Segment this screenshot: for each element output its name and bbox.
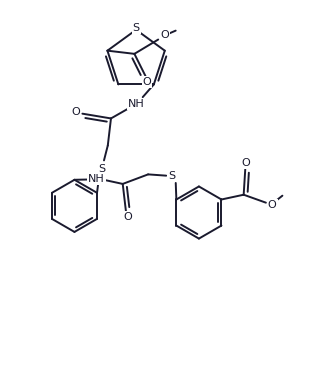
Text: O: O — [268, 200, 276, 210]
Text: NH: NH — [88, 174, 105, 184]
Text: O: O — [71, 107, 80, 117]
Text: S: S — [132, 23, 140, 33]
Text: O: O — [143, 77, 151, 87]
Text: NH: NH — [128, 99, 145, 109]
Text: O: O — [242, 158, 250, 168]
Text: O: O — [123, 212, 132, 222]
Text: S: S — [168, 171, 175, 181]
Text: O: O — [161, 30, 170, 40]
Text: S: S — [98, 164, 105, 174]
